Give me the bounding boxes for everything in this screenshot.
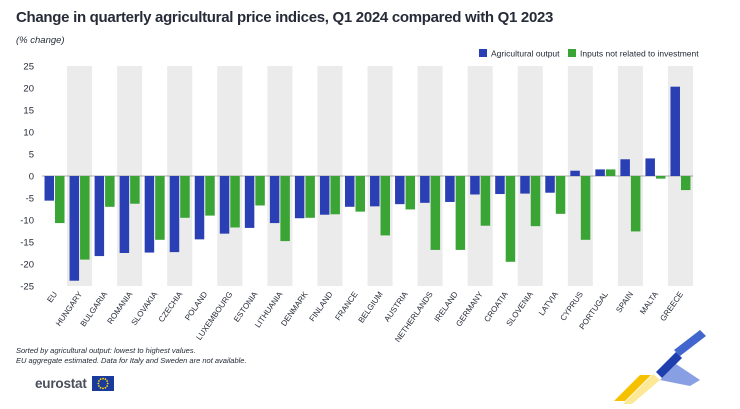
- bar: [230, 176, 240, 228]
- bar: [119, 176, 130, 253]
- chart-subtitle: (% change): [16, 35, 65, 46]
- bar: [280, 176, 290, 242]
- y-tick-label: -5: [26, 194, 34, 205]
- y-tick-label: 20: [23, 84, 34, 95]
- bar: [44, 176, 55, 201]
- bar: [570, 170, 580, 176]
- chart-title: Change in quarterly agricultural price i…: [16, 9, 554, 26]
- note-availability: EU aggregate estimated. Data for Italy a…: [16, 356, 247, 365]
- bar: [180, 176, 190, 218]
- bar: [680, 176, 691, 191]
- bar: [470, 176, 480, 195]
- bar: [505, 176, 516, 262]
- eu-flag-icon: [91, 376, 114, 391]
- bar: [205, 176, 215, 216]
- bar: [495, 176, 505, 195]
- bar: [405, 176, 416, 210]
- bar: [395, 176, 405, 205]
- bar: [194, 176, 205, 240]
- legend-swatch: [568, 49, 576, 57]
- bar: [269, 176, 280, 224]
- bar: [430, 176, 441, 250]
- bar: [530, 176, 541, 227]
- bar: [480, 176, 491, 226]
- bar: [605, 169, 616, 176]
- y-tick-label: -15: [20, 238, 34, 249]
- bar: [169, 176, 180, 253]
- bar: [355, 176, 365, 212]
- bar: [520, 176, 530, 194]
- bar: [219, 176, 230, 234]
- bar: [94, 176, 105, 257]
- y-tick-label: 0: [29, 172, 34, 183]
- bar: [344, 176, 355, 207]
- note-sorting: Sorted by agricultural output: lowest to…: [16, 346, 196, 355]
- legend-label: Inputs not related to investment: [580, 49, 699, 59]
- bar: [630, 176, 641, 232]
- bar: [244, 176, 255, 228]
- y-tick-label: 10: [23, 128, 34, 139]
- bar: [55, 176, 65, 224]
- bar: [670, 86, 680, 176]
- bar: [144, 176, 155, 253]
- bar: [380, 176, 391, 236]
- bar: [545, 176, 555, 193]
- y-tick-label: -20: [20, 260, 34, 271]
- bars: [44, 86, 691, 281]
- bar: [319, 176, 330, 215]
- bar: [105, 176, 115, 207]
- bar: [130, 176, 140, 204]
- y-tick-label: 15: [23, 106, 34, 117]
- legend-label: Agricultural output: [491, 49, 560, 59]
- bar: [330, 176, 340, 215]
- bar: [305, 176, 315, 218]
- bar: [555, 176, 566, 214]
- bar: [655, 176, 666, 179]
- eurostat-logo: eurostat: [35, 376, 114, 391]
- bar: [455, 176, 466, 250]
- bar: [420, 176, 430, 203]
- bar: [370, 176, 380, 207]
- y-tick-label: 5: [29, 150, 34, 161]
- bar: [80, 176, 90, 260]
- bar: [255, 176, 265, 206]
- legend-swatch: [479, 49, 487, 57]
- bar: [620, 159, 630, 176]
- bar: [580, 176, 591, 240]
- y-tick-label: -25: [20, 282, 34, 293]
- legend: Agricultural output Inputs not related to…: [479, 49, 699, 59]
- bar: [645, 158, 655, 176]
- bar: [155, 176, 165, 240]
- logo-wordmark: eurostat: [35, 376, 87, 391]
- bar: [445, 176, 455, 202]
- bar: [595, 169, 605, 176]
- y-tick-label: 25: [23, 62, 34, 73]
- bar: [294, 176, 305, 219]
- y-tick-label: -10: [20, 216, 34, 227]
- chart-notes: Sorted by agricultural output: lowest to…: [16, 346, 247, 366]
- bar: [69, 176, 80, 281]
